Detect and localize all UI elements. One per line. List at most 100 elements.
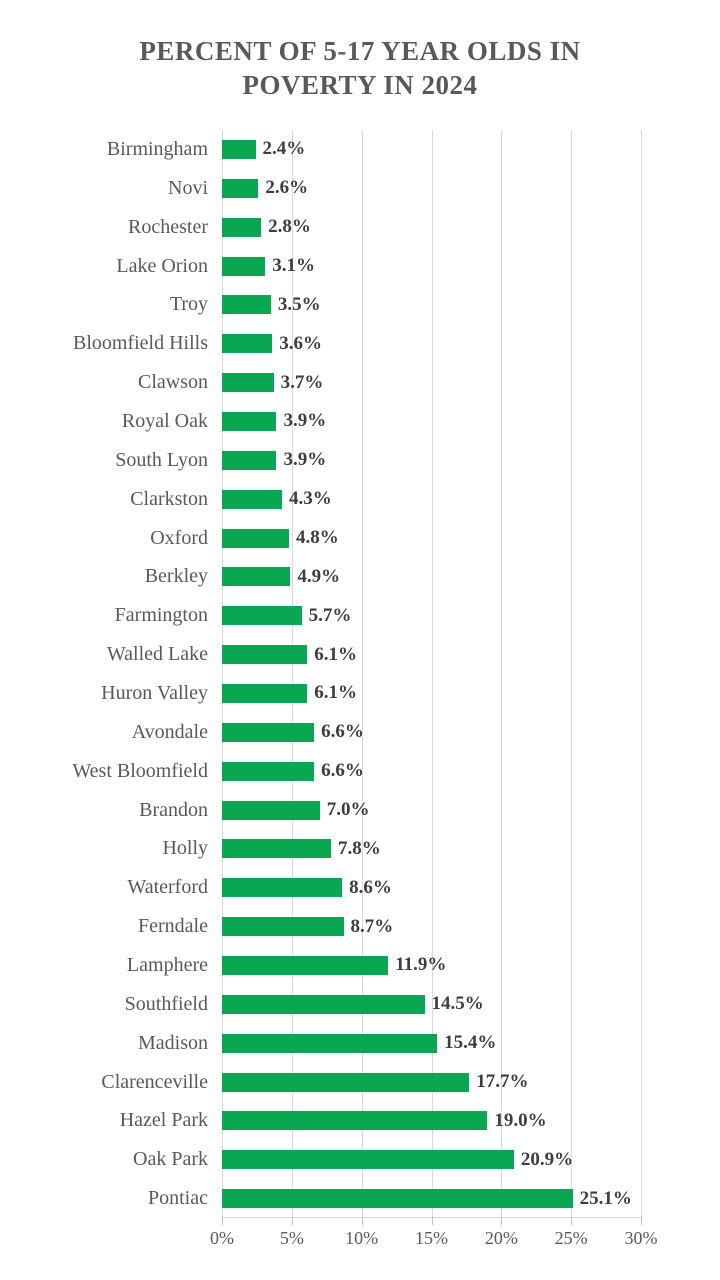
category-label: Huron Valley bbox=[101, 681, 208, 704]
category-label: Birmingham bbox=[106, 137, 208, 160]
bar-wrap: 2.6% bbox=[222, 177, 641, 199]
bar bbox=[222, 645, 308, 665]
bar bbox=[222, 217, 262, 237]
value-label: 3.5% bbox=[277, 293, 321, 315]
bar-wrap: 19.0% bbox=[222, 1110, 641, 1132]
bar-wrap: 11.9% bbox=[222, 954, 641, 976]
value-label: 3.9% bbox=[283, 410, 327, 432]
category-label: Lamphere bbox=[126, 953, 208, 976]
bar bbox=[222, 683, 308, 703]
chart-title: PERCENT OF 5-17 YEAR OLDS IN POVERTY IN … bbox=[110, 34, 610, 102]
bar-row: Walled Lake 6.1% bbox=[0, 635, 720, 674]
bar-wrap: 6.6% bbox=[222, 760, 641, 782]
bar-row: Novi 2.6% bbox=[0, 169, 720, 208]
gridline bbox=[641, 130, 642, 1217]
chart-title-line-1: PERCENT OF 5-17 YEAR OLDS IN bbox=[139, 36, 581, 66]
bar bbox=[222, 761, 315, 781]
x-axis-tick-label: 5% bbox=[279, 1228, 304, 1248]
bar-wrap: 20.9% bbox=[222, 1149, 641, 1171]
category-label: Lake Orion bbox=[116, 254, 208, 277]
value-label: 5.7% bbox=[308, 604, 352, 626]
bar-wrap: 3.9% bbox=[222, 410, 641, 432]
bar-row: Madison 15.4% bbox=[0, 1024, 720, 1063]
axis-tick bbox=[571, 1217, 573, 1225]
category-label: Ferndale bbox=[138, 915, 208, 938]
bar-row: Berkley 4.9% bbox=[0, 557, 720, 596]
category-label: Bloomfield Hills bbox=[73, 332, 208, 355]
value-label: 8.6% bbox=[349, 876, 392, 898]
value-label: 8.7% bbox=[350, 915, 394, 937]
bar-wrap: 2.8% bbox=[222, 216, 641, 238]
plot-area bbox=[222, 130, 642, 1225]
axis-tick bbox=[361, 1217, 363, 1225]
x-axis-tick-label: 25% bbox=[554, 1228, 588, 1248]
bar-wrap: 4.3% bbox=[222, 488, 641, 510]
bar bbox=[222, 606, 302, 626]
bar-row: Holly 7.8% bbox=[0, 829, 720, 868]
category-label: Hazel Park bbox=[119, 1109, 208, 1132]
category-label: Holly bbox=[162, 837, 208, 860]
bar-wrap: 3.6% bbox=[222, 333, 641, 355]
value-label: 25.1% bbox=[579, 1187, 632, 1209]
axis-tick bbox=[431, 1217, 433, 1225]
category-label: Madison bbox=[138, 1031, 208, 1054]
bar bbox=[222, 839, 331, 859]
category-label: Royal Oak bbox=[121, 409, 208, 432]
category-label: Troy bbox=[169, 293, 208, 316]
bar-row: Pontiac 25.1% bbox=[0, 1179, 720, 1218]
category-label: Oxford bbox=[150, 526, 208, 549]
bar-row: Oxford 4.8% bbox=[0, 519, 720, 558]
category-label: Novi bbox=[168, 176, 208, 199]
x-axis-tick-label: 15% bbox=[415, 1228, 448, 1248]
axis-tick bbox=[222, 1217, 223, 1225]
value-label: 19.0% bbox=[494, 1109, 547, 1131]
bar-wrap: 17.7% bbox=[222, 1071, 641, 1093]
value-label: 2.6% bbox=[265, 177, 309, 199]
value-label: 6.1% bbox=[314, 682, 357, 704]
bar-row: South Lyon 3.9% bbox=[0, 441, 720, 480]
bar-wrap: 4.8% bbox=[222, 527, 641, 549]
category-label: Farmington bbox=[114, 604, 208, 627]
x-axis-tick-label: 20% bbox=[484, 1228, 518, 1248]
bar-wrap: 3.7% bbox=[222, 372, 641, 394]
axis-tick bbox=[641, 1217, 642, 1225]
category-label: Clarkston bbox=[130, 487, 208, 510]
category-label: Pontiac bbox=[148, 1187, 208, 1210]
bar bbox=[222, 334, 273, 354]
bar-wrap: 6.6% bbox=[222, 721, 641, 743]
category-label: Clarenceville bbox=[101, 1070, 208, 1093]
bar-row: West Bloomfield 6.6% bbox=[0, 752, 720, 791]
value-label: 6.6% bbox=[321, 721, 364, 743]
value-label: 11.9% bbox=[395, 954, 447, 976]
value-label: 3.7% bbox=[280, 371, 324, 393]
bar bbox=[222, 878, 343, 898]
bar bbox=[222, 567, 291, 587]
bar-wrap: 6.1% bbox=[222, 682, 641, 704]
bar-row: Clawson 3.7% bbox=[0, 363, 720, 402]
value-label: 3.1% bbox=[272, 255, 316, 276]
value-label: 17.7% bbox=[476, 1071, 529, 1093]
value-label: 6.1% bbox=[314, 643, 357, 665]
bar bbox=[222, 139, 256, 159]
x-axis-tick-label: 30% bbox=[624, 1228, 658, 1248]
x-axis-tick-label: 10% bbox=[345, 1228, 379, 1248]
gridline bbox=[571, 130, 573, 1217]
bar-row: Clarenceville 17.7% bbox=[0, 1063, 720, 1102]
value-label: 14.5% bbox=[431, 993, 484, 1015]
bar bbox=[222, 1189, 573, 1209]
x-axis-tick-label: 0% bbox=[210, 1228, 234, 1248]
category-label: South Lyon bbox=[115, 448, 208, 471]
bar bbox=[222, 373, 274, 393]
bar bbox=[222, 955, 389, 975]
bar-wrap: 8.7% bbox=[222, 916, 641, 938]
bar bbox=[222, 1111, 488, 1131]
bar bbox=[222, 295, 271, 315]
category-label: Clawson bbox=[138, 371, 208, 394]
bar bbox=[222, 489, 283, 509]
bar-row: Southfield 14.5% bbox=[0, 985, 720, 1024]
bar-row: Huron Valley 6.1% bbox=[0, 674, 720, 713]
value-label: 2.4% bbox=[262, 138, 306, 160]
bar-row: Lake Orion 3.1% bbox=[0, 247, 720, 286]
x-axis: 0% 5% 10% 15% 20% 25% 30% bbox=[210, 1228, 658, 1258]
bar-row: Ferndale 8.7% bbox=[0, 907, 720, 946]
